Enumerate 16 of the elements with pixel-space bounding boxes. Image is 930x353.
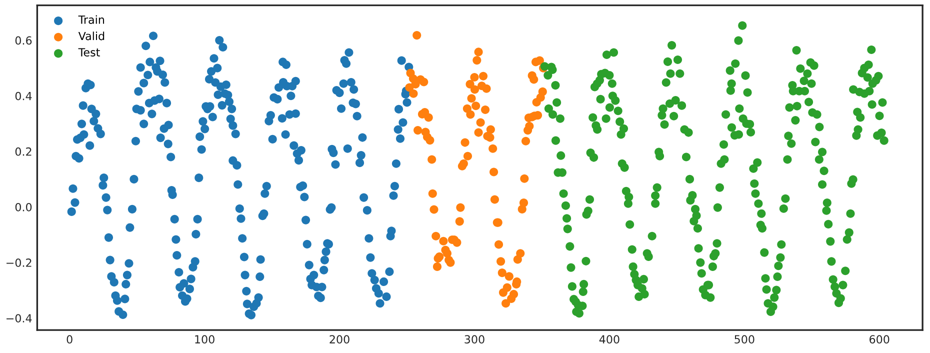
x-tick-label: 200 <box>330 335 350 344</box>
x-tick-label: 100 <box>195 335 214 344</box>
x-tick-label: 300 <box>464 335 484 344</box>
legend-label: Test <box>78 48 100 57</box>
legend-label: Train <box>78 15 104 24</box>
legend-label: Valid <box>78 32 104 40</box>
x-tick-label: 0 <box>66 335 72 344</box>
y-tick-label: 0.4 <box>15 92 32 100</box>
x-tick-label: 600 <box>870 335 890 344</box>
y-tick-label: −0.4 <box>6 314 32 322</box>
y-tick-label: 0.2 <box>15 147 32 156</box>
x-tick-label: 400 <box>599 335 620 344</box>
y-tick-label: −0.2 <box>6 258 32 267</box>
y-tick-label: 0.6 <box>15 36 32 45</box>
y-tick-label: 0.0 <box>15 202 32 212</box>
x-tick-label: 500 <box>734 335 754 344</box>
